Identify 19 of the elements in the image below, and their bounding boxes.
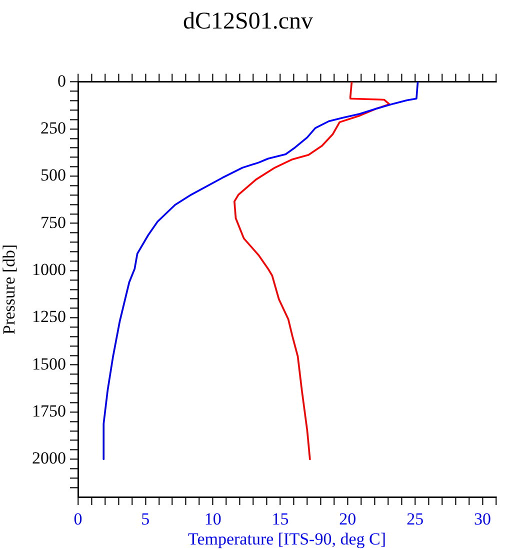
- y-tick-label: 500: [40, 166, 66, 185]
- y-tick-label: 1500: [32, 354, 66, 374]
- x-tick-label: 25: [406, 510, 424, 529]
- x-tick-label: 0: [74, 510, 82, 529]
- x-tick-label: 10: [204, 510, 222, 529]
- y-tick-label: 250: [40, 118, 66, 138]
- y-axis-title: Pressure [db]: [0, 244, 19, 334]
- y-tick-label: 750: [40, 212, 66, 232]
- y-tick-label: 2000: [32, 448, 66, 468]
- y-tick-label: 1000: [32, 260, 66, 279]
- y-tick-label: 0: [58, 71, 66, 90]
- x-tick-label: 20: [339, 510, 356, 529]
- x-tick-label: 30: [474, 510, 492, 529]
- chart-title: dC12S01.cnv: [182, 8, 314, 35]
- x-tick-label: 5: [141, 510, 150, 529]
- y-tick-label: 1750: [32, 402, 66, 421]
- x-axis-title: Temperature [ITS-90, deg C]: [188, 529, 386, 548]
- y-tick-label: 1250: [32, 307, 66, 326]
- x-tick-label: 15: [272, 510, 289, 529]
